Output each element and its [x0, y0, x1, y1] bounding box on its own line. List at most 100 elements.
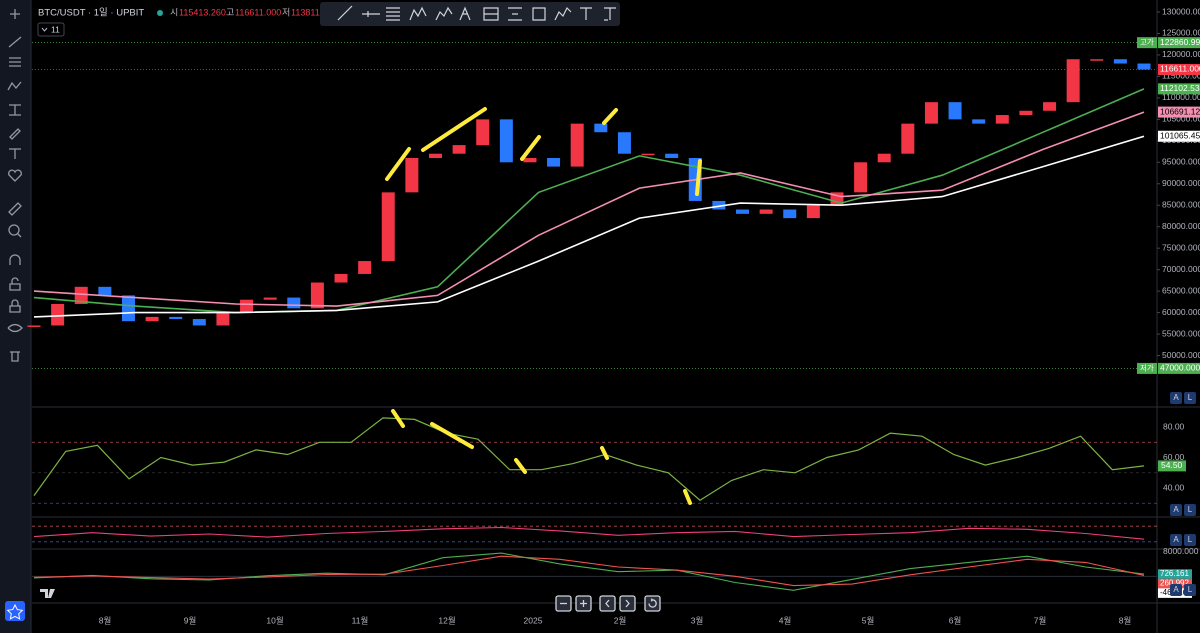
macd-label-box	[1158, 578, 1192, 589]
tool-icon[interactable]	[8, 224, 22, 238]
scale-button[interactable]	[1184, 392, 1196, 404]
candle	[499, 119, 513, 163]
drawing-tool-icon[interactable]	[508, 7, 522, 21]
tool-icon[interactable]	[9, 128, 21, 140]
drawing-tool-icon[interactable]	[435, 6, 453, 21]
candle	[712, 200, 726, 210]
y-tick-label: 120000.000	[1162, 49, 1200, 59]
price-label-box	[1158, 130, 1200, 142]
tool-icon[interactable]	[8, 36, 22, 48]
candle	[736, 209, 750, 214]
x-axis-label: 8월	[99, 615, 112, 625]
drawing-tool-icon[interactable]	[362, 11, 380, 17]
left-toolbar	[0, 0, 31, 633]
price-label-box	[1158, 63, 1200, 75]
candle	[1066, 59, 1080, 103]
scroll-left-button[interactable]	[599, 595, 616, 612]
tool-icon[interactable]	[9, 254, 21, 265]
drawing-tool-icon[interactable]	[604, 7, 616, 21]
drawing-tool-icon[interactable]	[459, 6, 471, 21]
tool-icon[interactable]	[9, 299, 21, 313]
candle	[263, 297, 277, 300]
candle	[523, 158, 537, 163]
tool-icon[interactable]	[7, 81, 22, 91]
trend-drawing	[385, 147, 411, 181]
drawing-tool-icon[interactable]	[580, 7, 592, 20]
drawing-tool-icon[interactable]	[483, 7, 499, 21]
scale-button[interactable]	[1184, 534, 1196, 546]
trend-drawing	[514, 458, 527, 474]
drawing-tool-icon[interactable]	[532, 7, 546, 21]
candle	[381, 192, 395, 262]
tool-icon[interactable]	[8, 169, 22, 182]
badge-chevron	[41, 27, 48, 32]
candle	[145, 316, 159, 322]
scale-button[interactable]	[1170, 584, 1182, 596]
y-tick-label: 95000.000	[1162, 157, 1200, 167]
trend-drawing	[695, 159, 702, 196]
x-axis-label: 6월	[949, 615, 962, 625]
tool-icon[interactable]	[10, 9, 20, 19]
y-tick-label: 80000.000	[1162, 221, 1200, 231]
candle	[240, 299, 254, 313]
price-label-box	[1158, 83, 1200, 95]
x-axis-label: 12월	[438, 615, 455, 625]
high-label: 고	[226, 7, 234, 17]
drawing-tool-icon[interactable]	[337, 5, 353, 21]
scale-button[interactable]	[1170, 392, 1182, 404]
candle	[358, 261, 372, 274]
drawing-tool-icon[interactable]	[386, 7, 400, 21]
price-label-prefix: 저가	[1140, 363, 1154, 372]
price-label-prefix: 고가	[1140, 38, 1154, 47]
candle	[310, 282, 324, 309]
scroll-right-button[interactable]	[619, 595, 636, 612]
scale-button[interactable]	[1170, 504, 1182, 516]
low-label: 저	[282, 7, 290, 17]
y-tick-label: 130000.000	[1162, 6, 1200, 16]
y-tick-label: 75000.000	[1162, 242, 1200, 252]
y-tick-label: 105000.000	[1162, 114, 1200, 124]
star-icon	[6, 603, 24, 620]
tool-icon[interactable]	[7, 323, 23, 333]
scale-button-label: L	[1188, 535, 1193, 544]
y-tick-label: 110000.000	[1162, 92, 1200, 102]
scale-button[interactable]	[1170, 534, 1182, 546]
x-axis-label: 2025	[524, 615, 543, 625]
y-tick-label: 85000.000	[1162, 199, 1200, 209]
reset-icon	[648, 598, 657, 608]
candle	[783, 209, 797, 219]
scale-button[interactable]	[1184, 504, 1196, 516]
stoch-line	[33, 526, 1145, 540]
candle	[51, 304, 65, 326]
trend-drawing	[421, 107, 487, 152]
price-label: 101065.459	[1160, 130, 1200, 140]
tool-icon[interactable]	[10, 351, 20, 362]
scale-button-label: A	[1173, 505, 1179, 514]
tool-icon[interactable]	[9, 148, 21, 159]
x-axis-label: 10월	[266, 615, 283, 625]
scale-button[interactable]	[1184, 584, 1196, 596]
candle	[594, 123, 608, 133]
open-label: 시	[170, 7, 178, 17]
favorites-button[interactable]	[5, 601, 25, 621]
y-tick-label: 65000.000	[1162, 285, 1200, 295]
tool-icon[interactable]	[8, 202, 22, 216]
scale-button-label: L	[1188, 393, 1193, 402]
x-axis-label: 8월	[1119, 615, 1132, 625]
reset-button[interactable]	[644, 595, 661, 612]
drawing-tool-icon[interactable]	[554, 6, 572, 21]
scale-button-label: A	[1173, 535, 1179, 544]
tool-icon[interactable]	[9, 57, 21, 67]
candle	[995, 115, 1009, 124]
price-label: 122860.990	[1160, 37, 1200, 47]
candle	[806, 205, 820, 219]
tool-icon[interactable]	[9, 277, 21, 291]
x-axis-label: 9월	[184, 615, 197, 625]
price-label: 106691.127	[1160, 106, 1200, 116]
indicator-badge[interactable]	[37, 22, 65, 37]
drawing-tool-icon[interactable]	[409, 6, 427, 21]
symbol-title: BTC/USDT · 1일 · UPBIT	[38, 8, 144, 19]
tool-icon[interactable]	[9, 104, 21, 116]
x-axis-label: 7월	[1034, 615, 1047, 625]
candle	[405, 158, 419, 193]
